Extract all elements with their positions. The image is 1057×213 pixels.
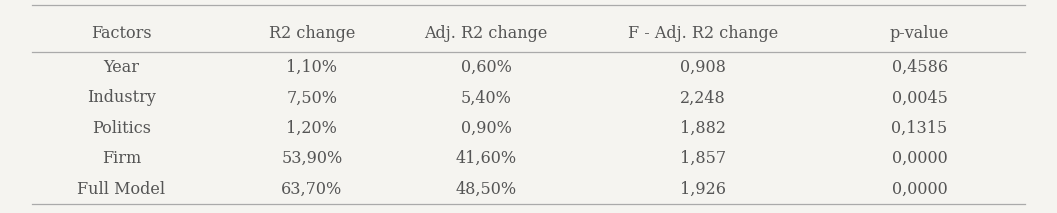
- Text: Factors: Factors: [91, 24, 152, 42]
- Text: 53,90%: 53,90%: [281, 150, 342, 167]
- Text: 0,1315: 0,1315: [891, 120, 948, 137]
- Text: F - Adj. R2 change: F - Adj. R2 change: [628, 24, 778, 42]
- Text: Year: Year: [104, 59, 140, 76]
- Text: Full Model: Full Model: [77, 181, 166, 198]
- Text: 1,857: 1,857: [680, 150, 726, 167]
- Text: 1,10%: 1,10%: [286, 59, 337, 76]
- Text: 0,0045: 0,0045: [892, 89, 947, 106]
- Text: Adj. R2 change: Adj. R2 change: [425, 24, 548, 42]
- Text: 5,40%: 5,40%: [461, 89, 512, 106]
- Text: 1,20%: 1,20%: [286, 120, 337, 137]
- Text: 48,50%: 48,50%: [456, 181, 517, 198]
- Text: 63,70%: 63,70%: [281, 181, 342, 198]
- Text: Politics: Politics: [92, 120, 151, 137]
- Text: p-value: p-value: [890, 24, 949, 42]
- Text: 1,882: 1,882: [680, 120, 726, 137]
- Text: 0,60%: 0,60%: [461, 59, 512, 76]
- Text: R2 change: R2 change: [268, 24, 355, 42]
- Text: 0,0000: 0,0000: [892, 181, 947, 198]
- Text: 0,0000: 0,0000: [892, 150, 947, 167]
- Text: 41,60%: 41,60%: [456, 150, 517, 167]
- Text: 2,248: 2,248: [680, 89, 726, 106]
- Text: Firm: Firm: [101, 150, 142, 167]
- Text: 1,926: 1,926: [680, 181, 726, 198]
- Text: 0,908: 0,908: [680, 59, 726, 76]
- Text: Industry: Industry: [87, 89, 156, 106]
- Text: 0,90%: 0,90%: [461, 120, 512, 137]
- Text: 0,4586: 0,4586: [891, 59, 948, 76]
- Text: 7,50%: 7,50%: [286, 89, 337, 106]
